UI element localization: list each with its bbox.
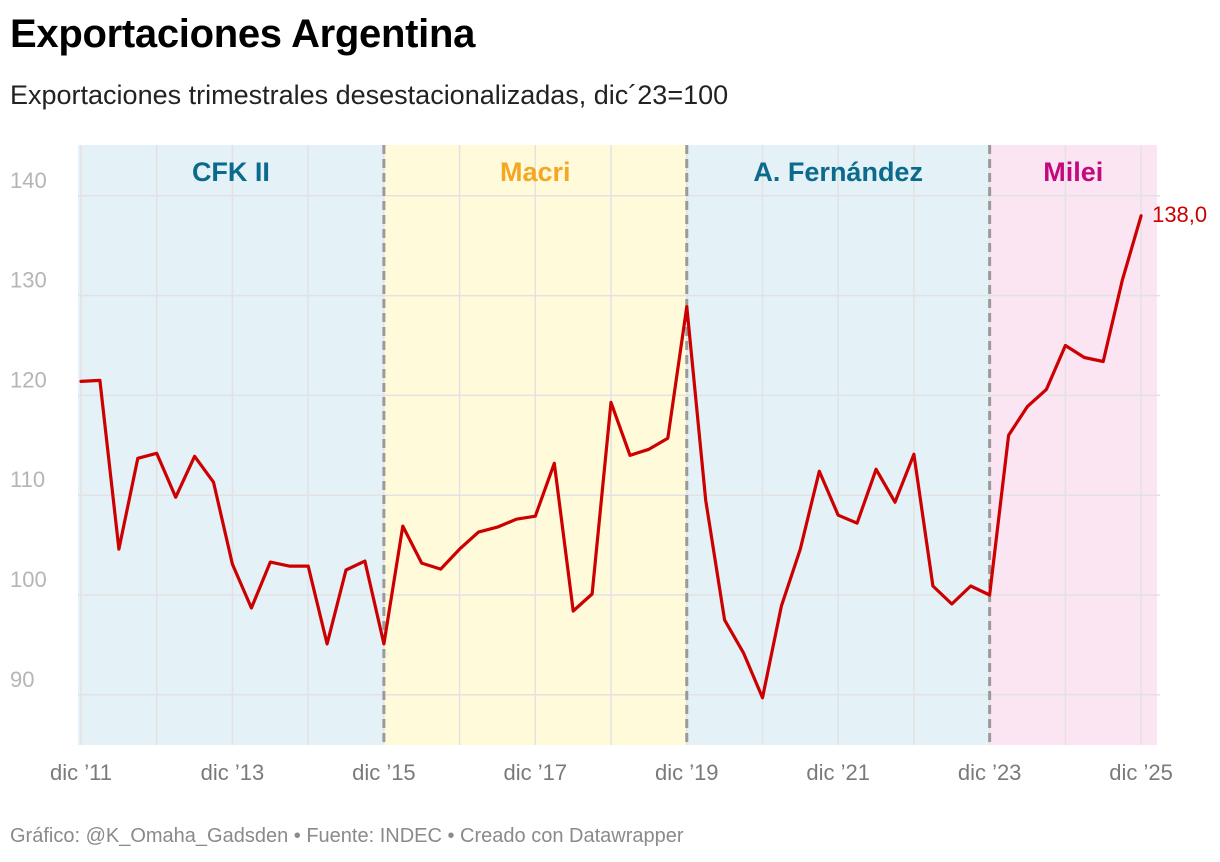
y-tick-label: 130 [10, 268, 47, 293]
x-tick-label: dic ’23 [958, 760, 1022, 785]
period-labels: CFK II Macri A. Fernández Milei [192, 157, 1103, 187]
series-line [79, 214, 1143, 700]
x-tick-label: dic ’25 [1109, 760, 1173, 785]
period-band [989, 145, 1157, 745]
period-label: Macri [500, 157, 571, 187]
x-tick-label: dic ’15 [352, 760, 416, 785]
y-axis: 90 100 110 120 130 140 [10, 168, 47, 692]
period-label: CFK II [192, 157, 270, 187]
x-tick-label: dic ’19 [655, 760, 719, 785]
chart-subtitle: Exportaciones trimestrales desestacional… [10, 80, 729, 110]
y-tick-label: 100 [10, 567, 47, 592]
period-dividers [382, 145, 992, 745]
y-tick-label: 110 [10, 467, 45, 492]
series-lines [79, 214, 1143, 700]
x-tick-label: dic ’11 [50, 760, 112, 785]
chart-footer: Gráfico: @K_Omaha_Gadsden • Fuente: INDE… [10, 825, 684, 847]
y-tick-label: 90 [10, 667, 34, 692]
chart-title: Exportaciones Argentina [10, 12, 476, 56]
x-tick-label: dic ’13 [201, 760, 265, 785]
end-value-label: 138,0 [1152, 202, 1207, 227]
period-band [78, 145, 384, 745]
period-bands [78, 145, 1157, 745]
end-labels: 138,0 [1152, 202, 1207, 227]
y-tick-label: 140 [10, 168, 47, 193]
x-tick-label: dic ’17 [504, 760, 568, 785]
period-label: A. Fernández [753, 157, 923, 187]
x-tick-label: dic ’21 [806, 760, 870, 785]
y-tick-label: 120 [10, 367, 47, 392]
x-axis: dic ’11 dic ’13 dic ’15 dic ’17 dic ’19 dic ’… [50, 760, 1173, 785]
period-label: Milei [1043, 157, 1103, 187]
